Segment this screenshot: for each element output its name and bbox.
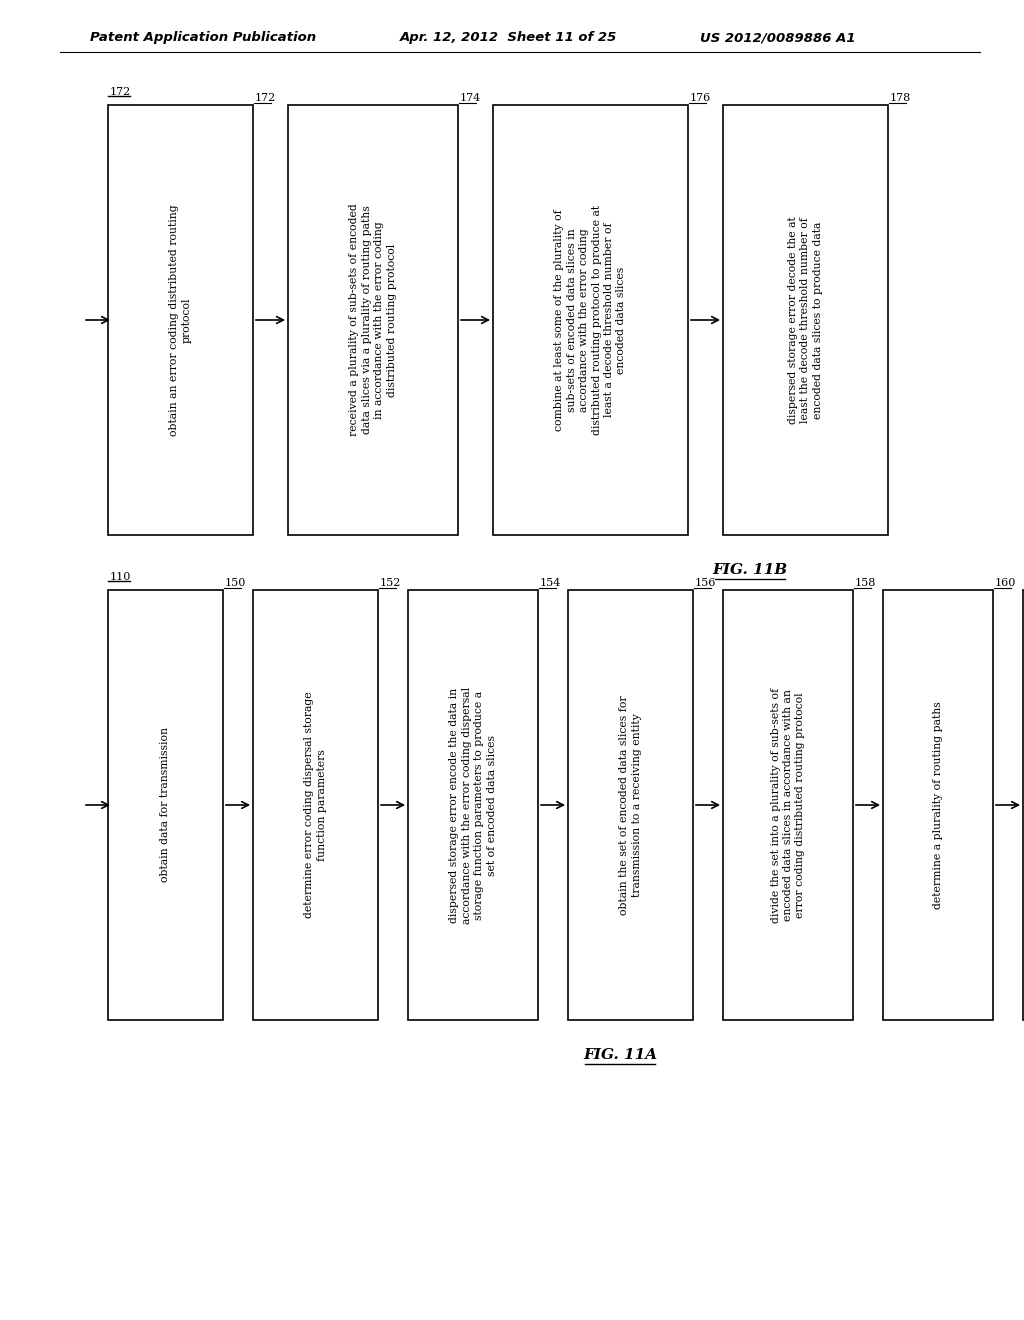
Text: US 2012/0089886 A1: US 2012/0089886 A1 (700, 32, 856, 45)
Text: 150: 150 (225, 578, 247, 587)
Bar (408, 590, 538, 1020)
Bar (288, 106, 458, 535)
Text: dispersed storage error decode the at
least the decode threshold number of
encod: dispersed storage error decode the at le… (788, 216, 823, 424)
Text: 172: 172 (110, 87, 131, 96)
Bar (723, 106, 888, 535)
Text: 174: 174 (460, 92, 481, 103)
Text: received a plurality of sub-sets of encoded
data slices via a plurality of routi: received a plurality of sub-sets of enco… (349, 203, 396, 437)
Text: combine at least some of the plurality of
sub-sets of encoded data slices in
acc: combine at least some of the plurality o… (555, 205, 627, 436)
Bar (108, 106, 253, 535)
Text: determine a plurality of routing paths: determine a plurality of routing paths (933, 701, 943, 909)
Text: obtain data for transmission: obtain data for transmission (161, 727, 171, 883)
Text: 176: 176 (690, 92, 712, 103)
Text: obtain an error coding distributed routing
protocol: obtain an error coding distributed routi… (169, 205, 191, 436)
Text: 110: 110 (110, 572, 131, 582)
Text: divide the set into a plurality of sub-sets of
encoded data slices in accordance: divide the set into a plurality of sub-s… (771, 688, 806, 923)
Text: FIG. 11B: FIG. 11B (713, 564, 787, 577)
Bar (493, 106, 688, 535)
Text: 160: 160 (995, 578, 1017, 587)
Text: Patent Application Publication: Patent Application Publication (90, 32, 316, 45)
Bar (253, 590, 378, 1020)
Text: obtain the set of encoded data slices for
transmission to a receiving entity: obtain the set of encoded data slices fo… (620, 696, 642, 915)
Text: 152: 152 (380, 578, 401, 587)
Bar (568, 590, 693, 1020)
Text: 156: 156 (695, 578, 717, 587)
Text: dispersed storage error encode the data in
accordance with the error coding disp: dispersed storage error encode the data … (450, 686, 497, 924)
Text: FIG. 11A: FIG. 11A (583, 1048, 657, 1063)
Bar (108, 590, 223, 1020)
Text: 172: 172 (255, 92, 276, 103)
Text: determine error coding dispersal storage
function parameters: determine error coding dispersal storage… (304, 692, 327, 919)
Text: Apr. 12, 2012  Sheet 11 of 25: Apr. 12, 2012 Sheet 11 of 25 (400, 32, 617, 45)
Bar (723, 590, 853, 1020)
Text: 158: 158 (855, 578, 877, 587)
Bar (883, 590, 993, 1020)
Text: 178: 178 (890, 92, 911, 103)
Text: 154: 154 (540, 578, 561, 587)
